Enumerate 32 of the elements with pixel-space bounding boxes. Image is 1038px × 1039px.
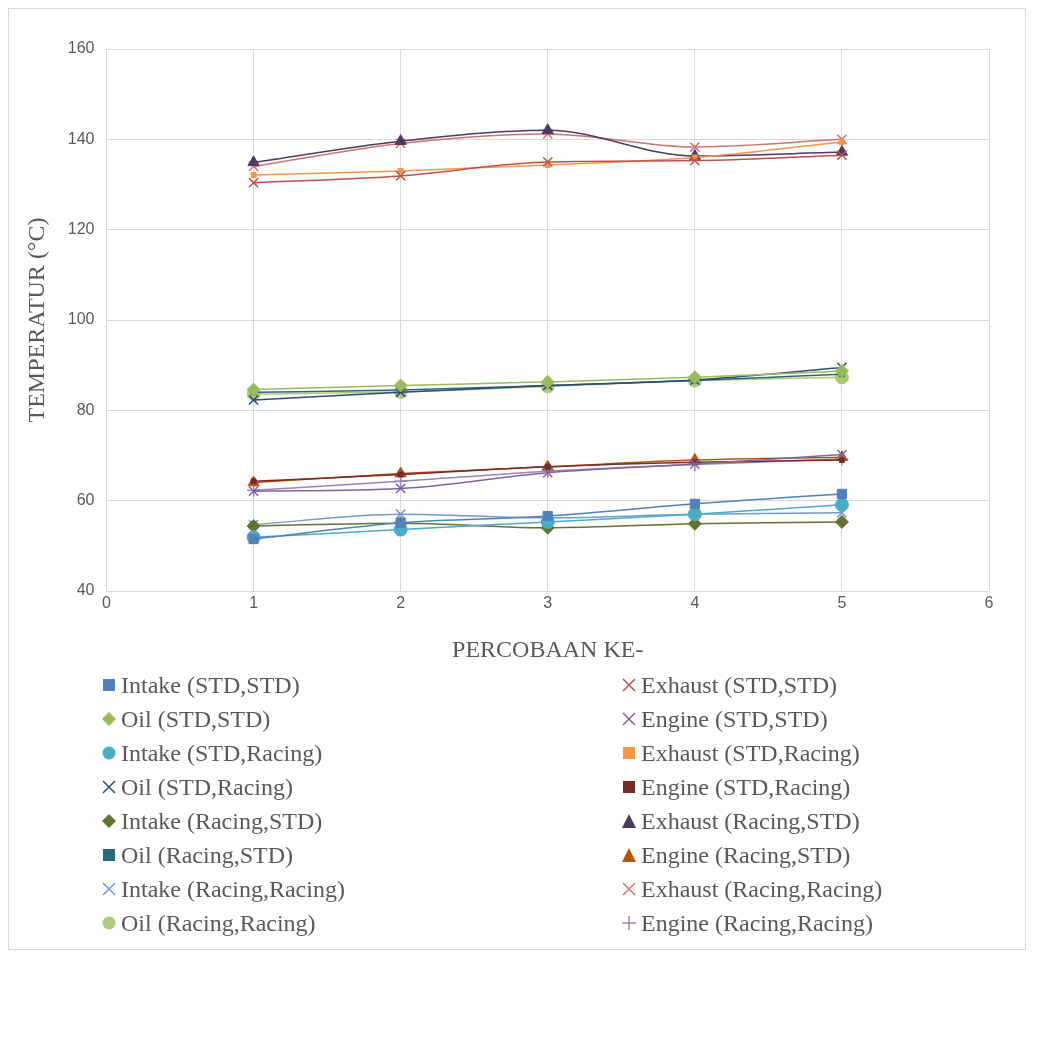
y-tick-label: 100 — [67, 310, 95, 328]
y-tick-label: 140 — [67, 129, 95, 147]
legend-label: Oil (STD,STD) — [121, 705, 271, 733]
legend-label: Intake (STD,STD) — [121, 671, 300, 699]
legend-label: Oil (Racing,STD) — [121, 841, 293, 869]
legend-label: Engine (STD,STD) — [641, 705, 828, 733]
legend-label: Exhaust (STD,STD) — [641, 671, 837, 699]
x-tick-label: 1 — [249, 594, 259, 612]
legend-label: Intake (Racing,Racing) — [121, 875, 345, 903]
x-tick-label: 4 — [690, 594, 700, 612]
y-tick-label: 120 — [67, 220, 95, 238]
x-tick-label: 0 — [102, 594, 112, 612]
x-tick-label: 3 — [543, 594, 553, 612]
legend-label: Oil (STD,Racing) — [121, 773, 293, 801]
legend-label: Engine (Racing,STD) — [641, 841, 851, 869]
legend-label: Oil (Racing,Racing) — [121, 909, 316, 937]
y-axis-title: TEMPERATUR (°C) — [22, 217, 49, 423]
legend-label: Exhaust (Racing,Racing) — [641, 875, 883, 903]
legend-label: Intake (STD,Racing) — [121, 739, 323, 767]
y-tick-label: 40 — [76, 581, 95, 599]
x-tick-label: 2 — [396, 594, 406, 612]
y-tick-label: 160 — [67, 39, 95, 57]
legend-label: Exhaust (Racing,STD) — [641, 807, 860, 835]
x-axis-title: PERCOBAAN KE- — [452, 635, 644, 662]
y-tick-label: 80 — [76, 400, 95, 418]
y-tick-label: 60 — [76, 491, 95, 509]
legend-label: Engine (STD,Racing) — [641, 773, 851, 801]
x-tick-label: 6 — [984, 594, 994, 612]
legend-label: Exhaust (STD,Racing) — [641, 739, 860, 767]
legend-label: Engine (Racing,Racing) — [641, 909, 873, 937]
legend-label: Intake (Racing,STD) — [121, 807, 323, 835]
x-tick-label: 5 — [837, 594, 847, 612]
